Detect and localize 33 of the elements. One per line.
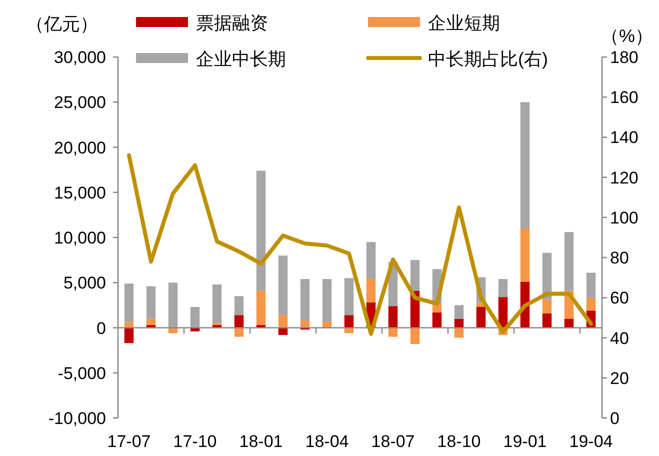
y2-tick-label: 120 [610,168,638,188]
y2-tick-label: 80 [610,248,629,268]
y2-tick-label: 20 [610,368,629,388]
legend-label: 企业短期 [428,13,500,33]
y-tick-label: 0 [96,318,106,338]
y-tick-label: 15,000 [54,183,106,202]
y2-axis-title: （%） [600,26,654,46]
y2-tick-label: 40 [610,328,629,348]
x-tick-label: 17-07 [107,432,151,451]
legend-label: 票据融资 [196,13,268,33]
legend-label: 企业中长期 [196,49,286,69]
x-tick-label: 17-10 [173,432,217,451]
y2-tick-label: 160 [610,88,638,108]
y-tick-label: -5,000 [58,364,106,383]
y-tick-label: 10,000 [54,228,106,248]
y-tick-label: 20,000 [54,138,106,158]
y2-tick-label: 0 [610,409,620,428]
x-tick-label: 18-07 [371,432,415,451]
y-tick-label: 30,000 [54,48,106,67]
x-tick-label: 19-04 [569,432,613,451]
y-axis-title: （亿元） [26,14,98,34]
x-tick-label: 18-01 [239,432,283,451]
y-tick-label: 5,000 [63,274,106,293]
x-tick-label: 19-01 [503,432,547,451]
legend-label: 中长期占比(右) [428,49,548,69]
x-tick-label: 18-04 [305,432,349,451]
y2-tick-label: 180 [610,48,638,67]
y-tick-label: -10,000 [48,409,106,428]
y2-tick-label: 60 [610,288,629,308]
x-tick-label: 18-10 [437,432,481,451]
y-tick-label: 25,000 [54,93,106,112]
y2-tick-label: 140 [610,128,638,148]
y2-tick-label: 100 [610,208,638,228]
